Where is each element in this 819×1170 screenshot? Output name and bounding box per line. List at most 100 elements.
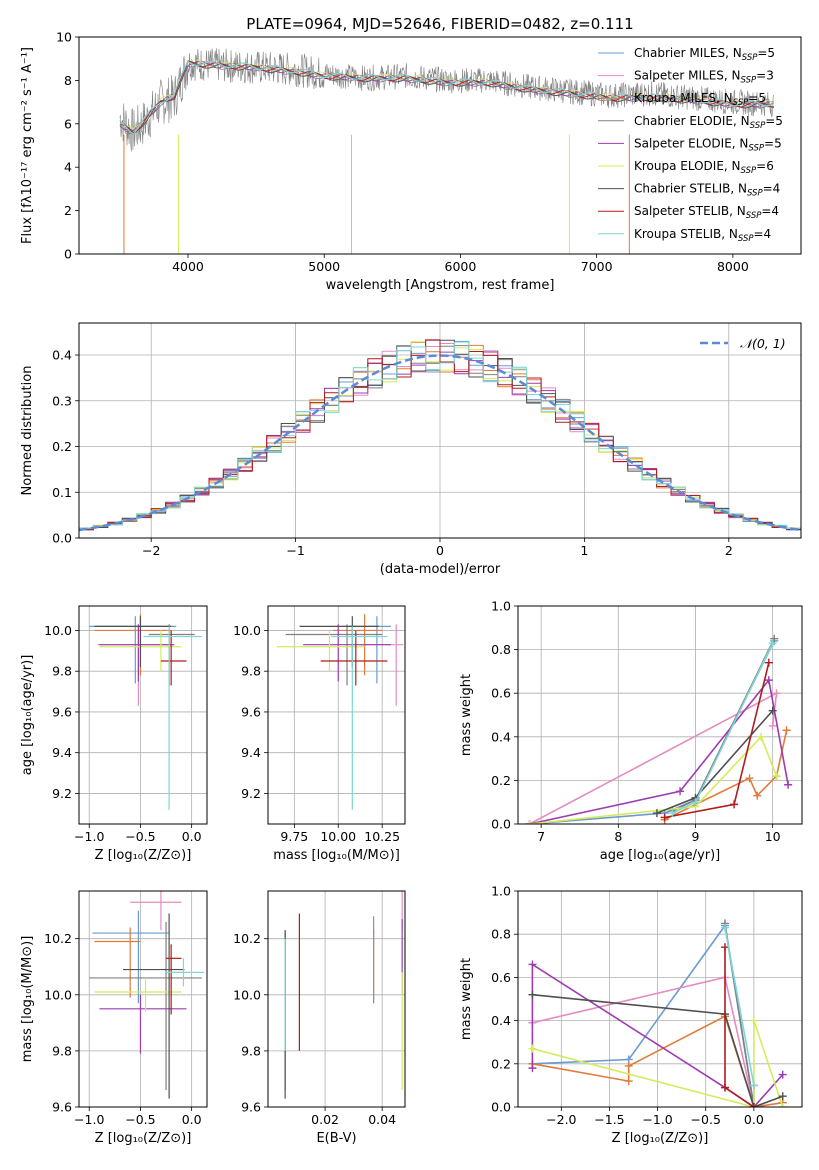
weight-marker	[749, 1103, 758, 1107]
x-tick-label: 5000	[308, 259, 340, 274]
x-tick-label: −0.5	[125, 829, 155, 844]
y-tick-label: 9.8	[52, 1043, 72, 1058]
weight-line	[529, 735, 778, 824]
legend-label: Kroupa ELODIE, NSSP=6	[634, 159, 774, 176]
weight-marker	[720, 943, 729, 952]
weight-marker	[745, 774, 754, 783]
legend-label-sub: SSP	[738, 234, 754, 244]
legend-label-sub: SSP	[747, 189, 763, 199]
x-tick-label: 9.75	[280, 829, 308, 844]
y-tick-label: 9.4	[52, 745, 72, 760]
legend-label-name: Salpeter MILES, N	[634, 69, 741, 83]
weight-marker	[768, 706, 777, 715]
x-axis-label: wavelength [Angstrom, rest frame]	[326, 278, 555, 293]
chart-weight_vs_age: 7 8 9 10 0.0 0.2 0.4 0.6 0.8 1.0 age [log₁₀(age/yr…	[459, 599, 803, 863]
legend-label: Chabrier MILES, NSSP=5	[634, 46, 775, 63]
x-tick-label: −1	[286, 543, 304, 558]
x-tick-label: 8000	[717, 259, 749, 274]
y-tick-label: 0.2	[52, 439, 72, 454]
y-tick-label: 0.4	[491, 729, 511, 744]
legend-label-suffix: =3	[756, 69, 774, 83]
legend-label: Chabrier STELIB, NSSP=4	[634, 182, 780, 199]
legend-label-name: Kroupa MILES, N	[634, 91, 733, 105]
legend-label-sub: SSP	[748, 143, 764, 153]
axes-frame	[78, 322, 802, 539]
legend-label-sub: SSP	[746, 211, 762, 221]
y-tick-label: 0.4	[52, 348, 72, 363]
axes-frame	[517, 890, 803, 1108]
y-tick-label: 9.8	[241, 1043, 261, 1058]
weight-marker	[764, 658, 773, 667]
weight-marker	[749, 1081, 758, 1090]
legend-label-sub: SSP	[741, 76, 757, 86]
y-tick-label: 4	[64, 160, 72, 175]
y-tick-label: 0.2	[491, 1056, 511, 1071]
y-tick-label: 0.8	[491, 927, 511, 942]
weight-marker	[778, 1092, 787, 1101]
weight-marker	[660, 813, 669, 822]
weight-marker	[778, 1103, 787, 1107]
x-tick-label: −0.5	[691, 1112, 721, 1127]
chart-mass_vs_Z: −1.0 −0.5 0.0 9.6 9.8 10.0 10.2 Z [log₁₀(Z/Z⊙)]…	[20, 890, 208, 1146]
residual-histogram	[79, 341, 801, 529]
plot-area	[89, 891, 204, 1099]
y-tick-label: 2	[64, 203, 72, 218]
x-tick-label: 0.04	[368, 1112, 396, 1127]
chart-spectrum: 4000 5000 6000 7000 8000 0 2 4 6 8 10 wavelength [A…	[20, 30, 802, 293]
chart-age_vs_Z: −1.0 −0.5 0.0 9.2 9.4 9.6 9.8 10.0 Z [log₁₀(Z/Z⊙…	[20, 605, 208, 863]
x-tick-label: 8	[614, 829, 622, 844]
weight-marker	[624, 1061, 633, 1070]
legend-label-name: Salpeter STELIB, N	[634, 204, 746, 218]
y-tick-label: 9.4	[241, 745, 261, 760]
weight-marker	[753, 791, 762, 800]
y-tick-label: 10.2	[233, 931, 261, 946]
x-tick-label: −2	[142, 543, 160, 558]
chart-weight_vs_Z: −2.0 −1.5 −1.0 −0.5 0.0 0.0 0.2 0.4 0.6 0.8 1.0 Z […	[459, 884, 803, 1146]
y-axis-label: mass weight	[459, 674, 474, 756]
y-axis-label: mass weight	[459, 958, 474, 1040]
legend-label: Kroupa STELIB, NSSP=4	[634, 227, 771, 244]
axes-frame	[267, 605, 406, 825]
weight-marker	[720, 1083, 729, 1092]
weight-marker	[764, 676, 773, 685]
y-tick-label: 9.8	[241, 664, 261, 679]
x-tick-label: −1.0	[74, 829, 104, 844]
chart-age_vs_mass: 9.75 10.00 10.25 9.2 9.4 9.6 9.8 10.0 mass [log₁…	[233, 605, 406, 863]
weight-marker	[770, 634, 779, 643]
y-tick-label: 9.6	[241, 1100, 261, 1115]
legend-label-name: Chabrier STELIB, N	[634, 182, 747, 196]
x-axis-label: Z [log₁₀(Z/Z⊙)]	[95, 848, 192, 863]
plot-area	[79, 339, 801, 532]
y-tick-label: 10.0	[44, 623, 72, 638]
x-tick-label: 0.02	[311, 1112, 339, 1127]
x-tick-label: −2.0	[546, 1112, 576, 1127]
plot-area	[284, 891, 403, 1099]
x-tick-label: 2	[725, 543, 733, 558]
x-tick-label: 0.0	[744, 1112, 764, 1127]
legend-label-name: Chabrier ELODIE, N	[634, 114, 750, 128]
y-tick-label: 0.4	[491, 1013, 511, 1028]
x-axis-label: Z [log₁₀(Z/Z⊙)]	[612, 1131, 709, 1146]
x-tick-label: 6000	[445, 259, 477, 274]
x-tick-label: −1.5	[594, 1112, 624, 1127]
plot-area	[528, 919, 787, 1107]
weight-marker	[720, 923, 729, 932]
x-tick-label: 10.00	[320, 829, 356, 844]
weight-marker	[528, 1064, 537, 1073]
y-tick-label: 0	[64, 247, 72, 262]
y-tick-label: 0.6	[491, 686, 511, 701]
weight-marker	[772, 772, 781, 781]
plot-area	[525, 634, 793, 824]
weight-line	[529, 678, 789, 824]
y-tick-label: 0.2	[491, 773, 511, 788]
weight-marker	[757, 732, 766, 741]
weight-marker	[676, 787, 685, 796]
y-tick-label: 10.0	[233, 987, 261, 1002]
weight-marker	[691, 798, 700, 807]
y-tick-label: 9.6	[241, 704, 261, 719]
weight-line	[532, 1020, 784, 1107]
weight-line	[529, 640, 775, 824]
legend-label-sub: SSP	[741, 166, 757, 176]
y-tick-label: 6	[64, 116, 72, 131]
weight-marker	[525, 820, 534, 824]
